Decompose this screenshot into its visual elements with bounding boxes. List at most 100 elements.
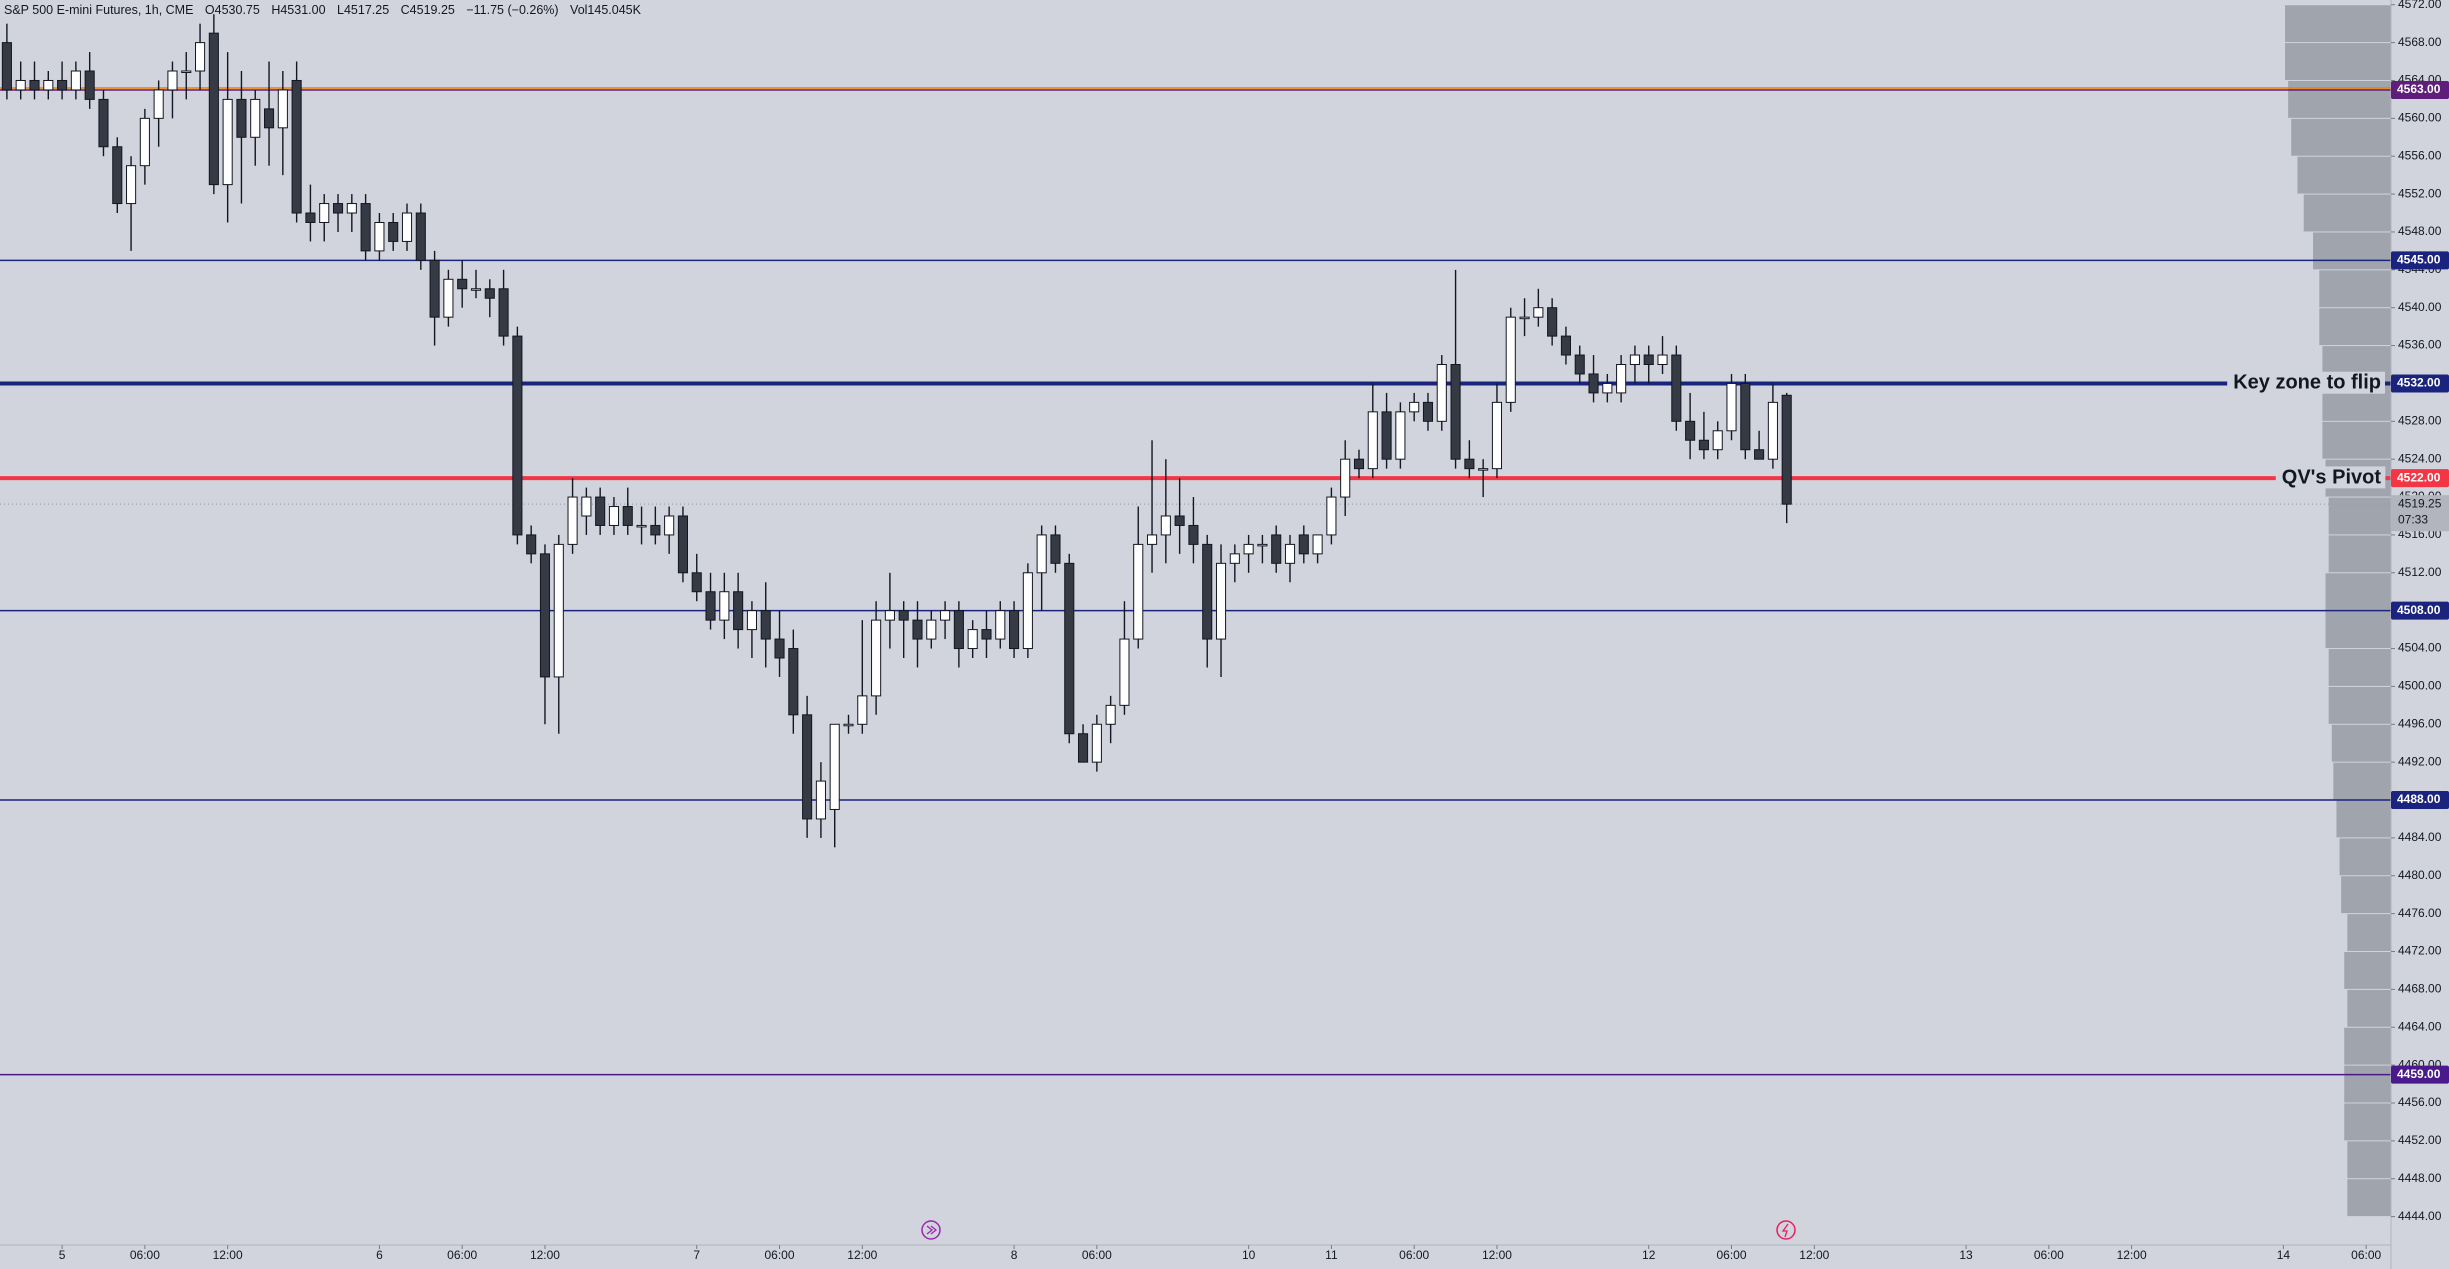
volume: Vol145.045K [570, 3, 642, 17]
candle-body [443, 278, 454, 318]
volume-profile-bar [2325, 611, 2391, 649]
candle-body [15, 79, 26, 91]
level-price-box [2391, 601, 2449, 620]
volume-profile-bar [2347, 914, 2391, 952]
candle-body [208, 32, 219, 186]
candle-body [788, 648, 799, 716]
candle-body [277, 89, 288, 129]
level-price-box [2391, 251, 2449, 270]
candle-body [84, 70, 95, 100]
x-tick-label: 13 [1959, 1248, 1973, 1262]
volume-profile-bar [2328, 686, 2391, 724]
y-tick-label: 4468.00 [2398, 982, 2442, 996]
volume-profile-bar [2341, 876, 2391, 914]
low: L4517.25 [337, 3, 389, 17]
candle-body [608, 506, 620, 526]
candle-body [857, 695, 868, 725]
close: C4519.25 [401, 3, 455, 17]
candle-body [250, 98, 261, 138]
y-tick-label: 4560.00 [2398, 111, 2442, 125]
candle-body [539, 553, 551, 678]
candle-body [236, 98, 247, 138]
candle-body [195, 42, 206, 72]
y-tick-label: 4472.00 [2398, 944, 2442, 958]
last-price-label: 4519.25 [2398, 496, 2442, 510]
candle-body [332, 203, 344, 214]
y-tick-label: 4496.00 [2398, 716, 2442, 730]
candle-body [360, 203, 371, 252]
annotation-backdrop [2275, 466, 2386, 489]
y-tick-label: 4504.00 [2398, 641, 2442, 655]
price-axis [2391, 0, 2449, 1269]
candle-body [167, 70, 178, 91]
candle-body [1284, 543, 1296, 564]
annotation-backdrop [2227, 371, 2385, 394]
level-price-label: 4459.00 [2397, 1067, 2441, 1081]
candle-body [112, 146, 123, 205]
y-tick-label: 4476.00 [2398, 906, 2442, 920]
candle-body [1712, 430, 1723, 451]
candle-body [1685, 420, 1696, 441]
x-tick-label: 12:00 [1799, 1248, 1829, 1262]
candle-body [871, 619, 882, 697]
x-tick-label: 06:00 [1082, 1248, 1112, 1262]
candle-body [1188, 524, 1199, 545]
candle-body [1643, 354, 1654, 366]
level-annotation: Key zone to flip [2233, 372, 2381, 394]
candle-body [650, 524, 661, 536]
level-price-box [2391, 80, 2449, 99]
candle-body [733, 591, 744, 631]
candle-body [139, 117, 150, 167]
candle-body [346, 203, 357, 214]
x-tick-label: 7 [693, 1248, 700, 1262]
level-price-label: 4522.00 [2397, 470, 2441, 484]
candle-body [567, 496, 578, 545]
candle-body [1022, 572, 1033, 650]
candle-body [1381, 411, 1392, 460]
candle-body [1174, 515, 1185, 526]
candle-body [1767, 401, 1778, 460]
candle-body [940, 610, 951, 621]
high: H4531.00 [271, 3, 325, 17]
candle-body [912, 619, 923, 640]
candle-body [291, 79, 302, 214]
candle-body [884, 610, 895, 621]
candle-body [1, 42, 12, 91]
candle-body [1422, 401, 1434, 422]
candle-body [1243, 543, 1254, 555]
event-icon[interactable] [1776, 1220, 1796, 1240]
candle-body [1505, 316, 1516, 403]
y-tick-label: 4540.00 [2398, 300, 2442, 314]
candle-body [70, 70, 81, 91]
candle-body [43, 79, 54, 91]
level-price-box [2391, 1065, 2449, 1084]
candle-body [1119, 638, 1130, 706]
x-tick-label: 06:00 [1399, 1248, 1429, 1262]
volume-profile-bar [2339, 838, 2391, 876]
candle-body [29, 79, 40, 91]
candle-body [305, 212, 316, 223]
y-tick-label: 4528.00 [2398, 413, 2442, 427]
replay-icon[interactable] [921, 1220, 941, 1240]
x-tick-label: 10 [1242, 1248, 1256, 1262]
candle-body [691, 572, 702, 593]
candle-body [181, 70, 192, 74]
x-tick-label: 14 [2277, 1248, 2291, 1262]
volume-profile-bar [2344, 1103, 2391, 1141]
candle-body [401, 212, 413, 242]
volume-profile-bar [2331, 724, 2391, 762]
candle-body [829, 723, 840, 810]
candle-body [1215, 562, 1227, 640]
x-tick-label: 12:00 [2117, 1248, 2147, 1262]
candle-body [1078, 733, 1089, 763]
volume-profile-bar [2347, 1141, 2391, 1179]
candle-body [981, 629, 992, 640]
level-price-box [2391, 469, 2449, 488]
volume-profile-bar [2336, 800, 2391, 838]
x-tick-label: 06:00 [765, 1248, 795, 1262]
candle-body [1312, 534, 1323, 555]
x-tick-label: 12:00 [847, 1248, 877, 1262]
y-tick-label: 4512.00 [2398, 565, 2442, 579]
volume-profile-bar [2347, 989, 2391, 1027]
